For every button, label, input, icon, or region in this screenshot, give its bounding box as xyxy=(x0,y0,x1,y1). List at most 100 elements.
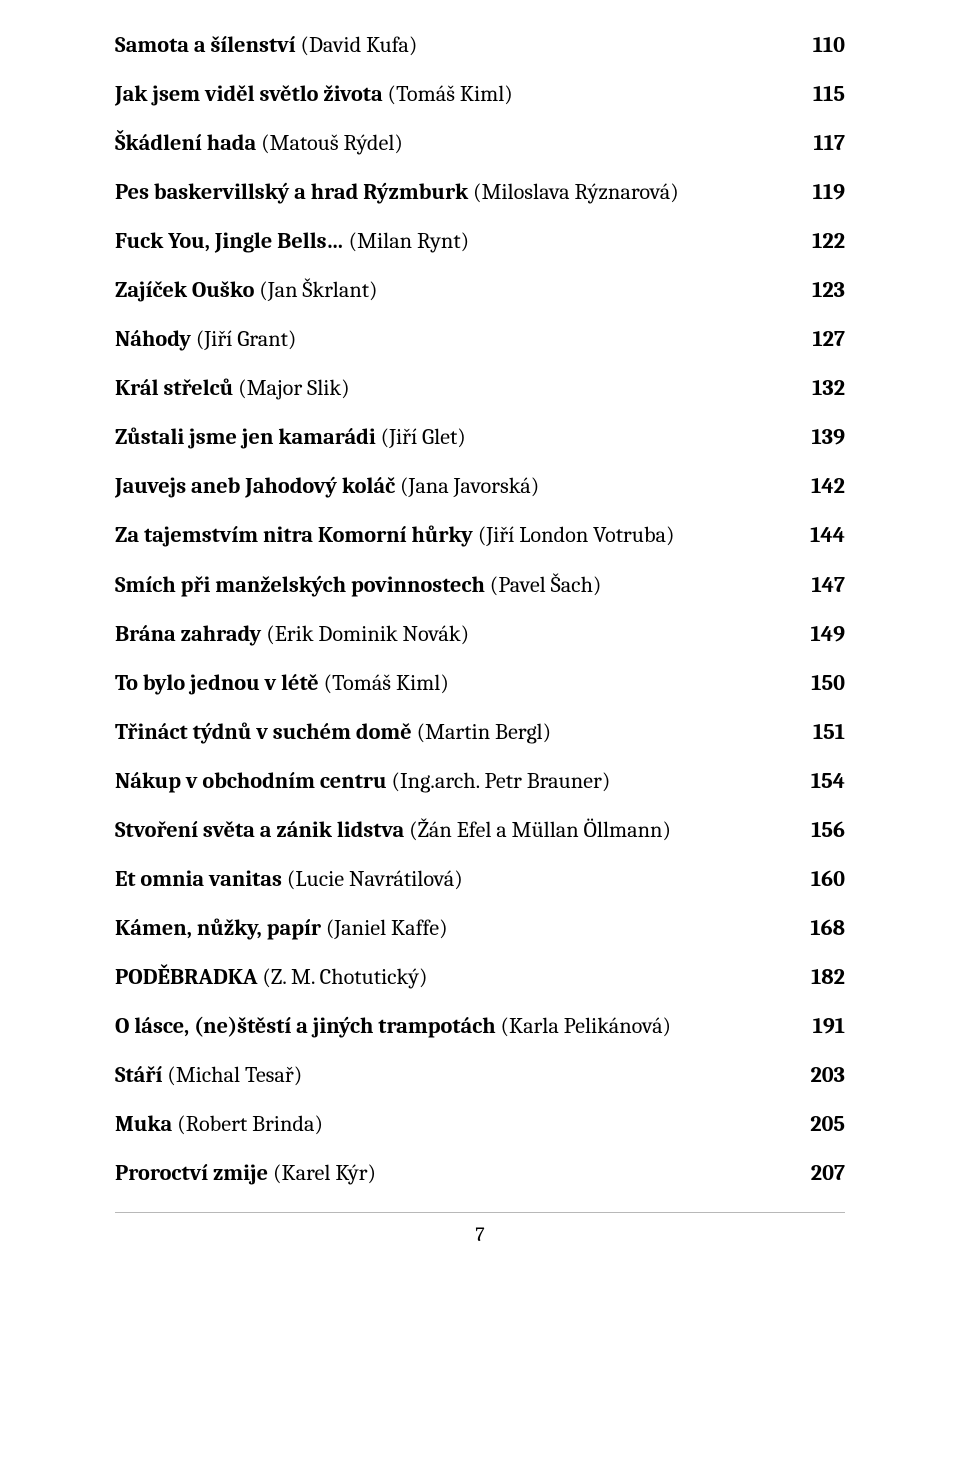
toc-title: Král střelců (Major Slik) xyxy=(115,375,795,403)
table-of-contents: Samota a šílenství (David Kufa)110Jak js… xyxy=(115,32,845,1188)
toc-row: To bylo jednou v létě (Tomáš Kiml)150 xyxy=(115,670,845,698)
toc-title-text: Jak jsem viděl světlo života xyxy=(115,81,383,107)
toc-title: Pes baskervillský a hrad Rýzmburk (Milos… xyxy=(115,179,795,207)
toc-title-text: Nákup v obchodním centru xyxy=(115,768,387,794)
toc-title-text: Et omnia vanitas xyxy=(115,866,282,892)
toc-page-number: 182 xyxy=(795,964,845,992)
toc-page-number: 132 xyxy=(795,375,845,403)
toc-page-number: 160 xyxy=(795,866,845,894)
toc-author-text: (Major Slik) xyxy=(233,375,349,401)
toc-title: Jauvejs aneb Jahodový koláč (Jana Javors… xyxy=(115,473,795,501)
toc-title: Fuck You, Jingle Bells… (Milan Rynt) xyxy=(115,228,795,256)
toc-row: Fuck You, Jingle Bells… (Milan Rynt)122 xyxy=(115,228,845,256)
toc-title-text: Škádlení hada xyxy=(115,130,256,156)
toc-author-text: (Janiel Kaffe) xyxy=(321,915,448,941)
toc-page-number: 127 xyxy=(795,326,845,354)
toc-page-number: 151 xyxy=(795,719,845,747)
toc-page-number: 117 xyxy=(795,130,845,158)
toc-title-text: Kámen, nůžky, papír xyxy=(115,915,321,941)
toc-title-text: Král střelců xyxy=(115,375,233,401)
toc-page-number: 119 xyxy=(795,179,845,207)
toc-title-text: Jauvejs aneb Jahodový koláč xyxy=(115,473,395,499)
toc-title-text: Muka xyxy=(115,1111,172,1137)
toc-row: Jauvejs aneb Jahodový koláč (Jana Javors… xyxy=(115,473,845,501)
toc-author-text: (Martin Bergl) xyxy=(412,719,551,745)
toc-author-text: (Tomáš Kiml) xyxy=(383,81,513,107)
toc-row: Proroctví zmije (Karel Kýr) 207 xyxy=(115,1160,845,1188)
toc-row: Jak jsem viděl světlo života (Tomáš Kiml… xyxy=(115,81,845,109)
toc-title: Zůstali jsme jen kamarádi (Jiří Glet) xyxy=(115,424,795,452)
toc-row: Et omnia vanitas (Lucie Navrátilová) 160 xyxy=(115,866,845,894)
toc-title: Muka (Robert Brinda) xyxy=(115,1111,795,1139)
toc-row: Král střelců (Major Slik)132 xyxy=(115,375,845,403)
toc-title-text: Brána zahrady xyxy=(115,621,261,647)
toc-author-text: (Lucie Navrátilová) xyxy=(282,866,463,892)
toc-row: Stvoření světa a zánik lidstva (Žán Efel… xyxy=(115,817,845,845)
toc-row: Zůstali jsme jen kamarádi (Jiří Glet)139 xyxy=(115,424,845,452)
toc-page-number: 147 xyxy=(795,572,845,600)
toc-page-number: 142 xyxy=(795,473,845,501)
toc-author-text: (Žán Efel a Müllan Öllmann) xyxy=(404,817,671,843)
toc-author-text: (Z. M. Chotutický) xyxy=(257,964,427,990)
toc-author-text: (David Kufa) xyxy=(296,32,418,58)
toc-row: Náhody (Jiří Grant)127 xyxy=(115,326,845,354)
toc-title-text: Zůstali jsme jen kamarádi xyxy=(115,424,376,450)
toc-page-number: 144 xyxy=(795,522,845,550)
toc-title: Třináct týdnů v suchém domě (Martin Berg… xyxy=(115,719,795,747)
toc-row: Brána zahrady (Erik Dominik Novák)149 xyxy=(115,621,845,649)
toc-title: Jak jsem viděl světlo života (Tomáš Kiml… xyxy=(115,81,795,109)
toc-row: Třináct týdnů v suchém domě (Martin Berg… xyxy=(115,719,845,747)
toc-row: Samota a šílenství (David Kufa) 110 xyxy=(115,32,845,60)
toc-title-text: Stvoření světa a zánik lidstva xyxy=(115,817,404,843)
toc-row: Za tajemstvím nitra Komorní hůrky (Jiří … xyxy=(115,522,845,550)
toc-author-text: (Jana Javorská) xyxy=(395,473,539,499)
page-number: 7 xyxy=(115,1223,845,1246)
toc-title-text: Stáří xyxy=(115,1062,162,1088)
toc-author-text: (Jiří London Votruba) xyxy=(473,522,675,548)
toc-title-text: PODĚBRADKA xyxy=(115,964,257,990)
toc-author-text: (Jiří Glet) xyxy=(376,424,466,450)
toc-author-text: (Pavel Šach) xyxy=(485,572,602,598)
document-page: Samota a šílenství (David Kufa)110Jak js… xyxy=(0,0,960,1276)
toc-title-text: To bylo jednou v létě xyxy=(115,670,319,696)
toc-row: Zajíček Ouško (Jan Škrlant) 123 xyxy=(115,277,845,305)
toc-title-text: Fuck You, Jingle Bells… xyxy=(115,228,344,254)
toc-page-number: 154 xyxy=(795,768,845,796)
toc-page-number: 123 xyxy=(795,277,845,305)
toc-title-text: Samota a šílenství xyxy=(115,32,296,58)
toc-row: Stáří (Michal Tesař)203 xyxy=(115,1062,845,1090)
toc-author-text: (Michal Tesař) xyxy=(162,1062,302,1088)
toc-row: O lásce, (ne)štěstí a jiných trampotách … xyxy=(115,1013,845,1041)
toc-author-text: (Erik Dominik Novák) xyxy=(261,621,469,647)
toc-title-text: Proroctví zmije xyxy=(115,1160,268,1186)
toc-row: PODĚBRADKA (Z. M. Chotutický) 182 xyxy=(115,964,845,992)
toc-author-text: (Tomáš Kiml) xyxy=(319,670,449,696)
toc-page-number: 191 xyxy=(795,1013,845,1041)
toc-title: O lásce, (ne)štěstí a jiných trampotách … xyxy=(115,1013,795,1041)
toc-author-text: (Milan Rynt) xyxy=(344,228,469,254)
toc-title: To bylo jednou v létě (Tomáš Kiml) xyxy=(115,670,795,698)
toc-page-number: 110 xyxy=(795,32,845,60)
toc-page-number: 203 xyxy=(795,1062,845,1090)
toc-author-text: (Miloslava Rýznarová) xyxy=(468,179,679,205)
toc-page-number: 156 xyxy=(795,817,845,845)
toc-page-number: 149 xyxy=(795,621,845,649)
toc-title-text: O lásce, (ne)štěstí a jiných trampotách xyxy=(115,1013,496,1039)
toc-row: Nákup v obchodním centru (Ing.arch. Petr… xyxy=(115,768,845,796)
toc-author-text: (Karel Kýr) xyxy=(268,1160,376,1186)
toc-author-text: (Robert Brinda) xyxy=(172,1111,323,1137)
toc-title: Smích při manželských povinnostech (Pave… xyxy=(115,572,795,600)
toc-title-text: Za tajemstvím nitra Komorní hůrky xyxy=(115,522,473,548)
toc-author-text: (Jan Škrlant) xyxy=(254,277,377,303)
toc-title: Škádlení hada (Matouš Rýdel) xyxy=(115,130,795,158)
toc-title-text: Náhody xyxy=(115,326,191,352)
toc-title-text: Smích při manželských povinnostech xyxy=(115,572,485,598)
toc-row: Pes baskervillský a hrad Rýzmburk (Milos… xyxy=(115,179,845,207)
toc-title-text: Zajíček Ouško xyxy=(115,277,254,303)
toc-title: Stáří (Michal Tesař) xyxy=(115,1062,795,1090)
toc-author-text: (Ing.arch. Petr Brauner) xyxy=(387,768,611,794)
toc-page-number: 207 xyxy=(795,1160,845,1188)
footer-rule xyxy=(115,1212,845,1213)
toc-title: Kámen, nůžky, papír (Janiel Kaffe) xyxy=(115,915,795,943)
toc-title: Brána zahrady (Erik Dominik Novák) xyxy=(115,621,795,649)
